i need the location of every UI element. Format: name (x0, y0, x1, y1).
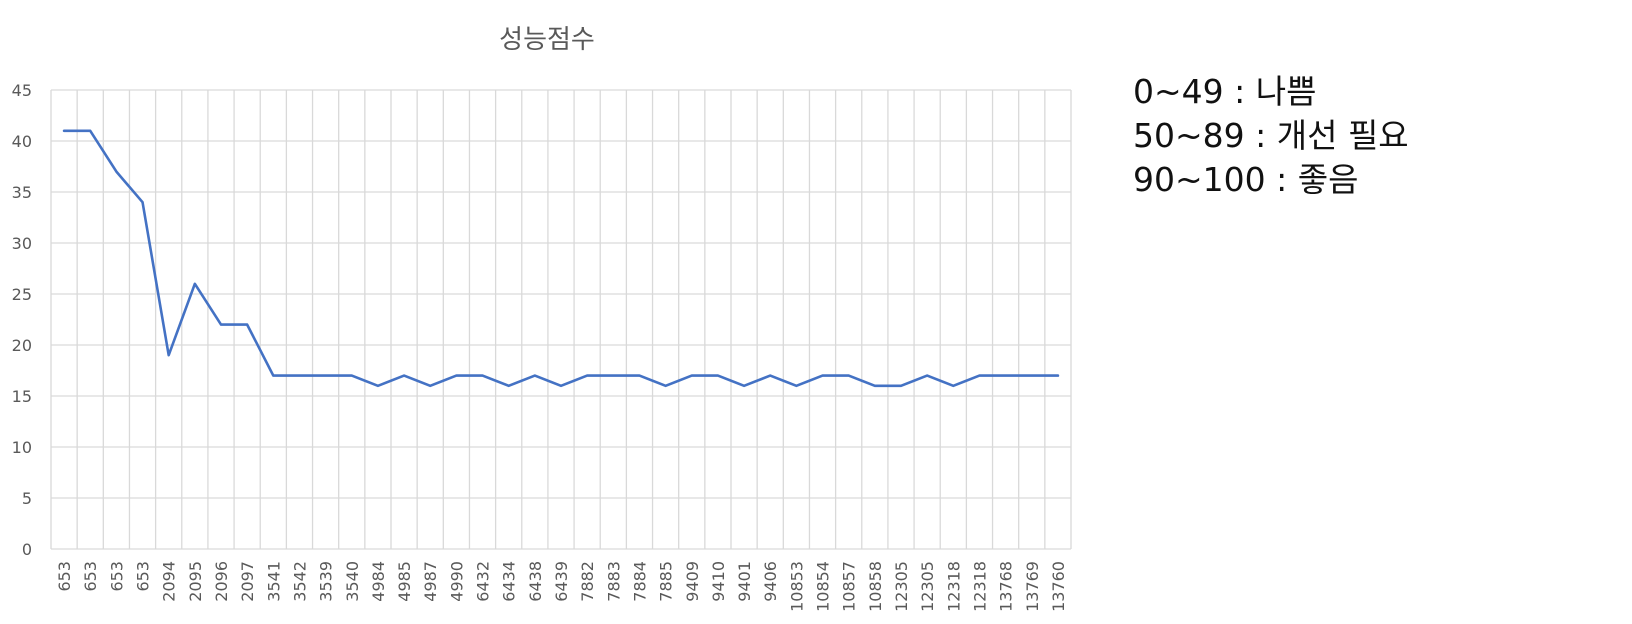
x-tick-label: 653 (55, 561, 74, 592)
x-tick-label: 10854 (814, 561, 833, 612)
y-tick-label: 5 (22, 489, 32, 508)
y-tick-label: 20 (12, 336, 32, 355)
x-tick-label: 12318 (944, 561, 963, 612)
x-tick-label: 6432 (474, 561, 493, 602)
x-tick-label: 3541 (264, 561, 283, 602)
x-tick-label: 10857 (840, 561, 859, 612)
legend-line-needs-improvement: 50~89 : 개선 필요 (1133, 116, 1409, 155)
x-tick-label: 3539 (317, 561, 336, 602)
x-tick-label: 9406 (761, 561, 780, 602)
x-tick-label: 13760 (1049, 561, 1068, 612)
x-tick-label: 7882 (578, 561, 597, 602)
vertical-gridlines (50, 90, 1072, 549)
x-axis-tick-labels: 653 653 653 653 2094 2095 2096 2097 3541 3542 3539… (55, 561, 1068, 612)
x-tick-label: 13768 (997, 561, 1016, 612)
y-tick-label: 10 (12, 438, 32, 457)
horizontal-gridlines (51, 89, 1071, 550)
y-tick-label: 35 (12, 183, 32, 202)
x-tick-label: 653 (134, 561, 153, 592)
x-tick-label: 2095 (186, 561, 205, 602)
x-tick-label: 6439 (552, 561, 571, 602)
x-tick-label: 2097 (238, 561, 257, 602)
x-tick-label: 7883 (604, 561, 623, 602)
x-tick-label: 4987 (421, 561, 440, 602)
x-tick-label: 7885 (657, 561, 676, 602)
x-tick-label: 653 (107, 561, 126, 592)
x-tick-label: 9409 (683, 561, 702, 602)
chart-title: 성능점수 (499, 25, 595, 55)
series-line-0 (62, 129, 1060, 388)
x-tick-label: 7884 (630, 561, 649, 602)
x-tick-label: 4985 (395, 561, 414, 602)
y-tick-label: 25 (12, 285, 32, 304)
x-tick-label: 9401 (735, 561, 754, 602)
y-tick-label: 40 (12, 132, 32, 151)
x-tick-label: 10858 (866, 561, 885, 612)
x-tick-label: 12305 (892, 561, 911, 612)
x-tick-label: 9410 (709, 561, 728, 602)
x-tick-label: 4990 (447, 561, 466, 602)
y-tick-label: 45 (12, 81, 32, 100)
x-tick-label: 2094 (160, 561, 179, 602)
legend-line-good: 90~100 : 좋음 (1133, 160, 1359, 199)
x-tick-label: 4984 (369, 561, 388, 602)
x-tick-label: 12318 (970, 561, 989, 612)
series-lines (62, 129, 1060, 388)
y-axis-tick-labels: 0 5 10 15 20 25 30 35 40 45 (12, 81, 32, 559)
x-tick-label: 3540 (343, 561, 362, 602)
x-tick-label: 2096 (212, 561, 231, 602)
x-tick-label: 653 (81, 561, 100, 592)
legend-line-bad: 0~49 : 나쁨 (1133, 72, 1317, 111)
y-tick-label: 30 (12, 234, 32, 253)
x-tick-label: 10853 (787, 561, 806, 612)
x-tick-label: 3542 (290, 561, 309, 602)
y-tick-label: 0 (22, 540, 32, 559)
score-legend: 0~49 : 나쁨 50~89 : 개선 필요 90~100 : 좋음 (1133, 70, 1409, 202)
x-tick-label: 6438 (526, 561, 545, 602)
y-tick-label: 15 (12, 387, 32, 406)
x-tick-label: 6434 (500, 561, 519, 602)
x-tick-label: 13769 (1023, 561, 1042, 612)
x-tick-label: 12305 (918, 561, 937, 612)
